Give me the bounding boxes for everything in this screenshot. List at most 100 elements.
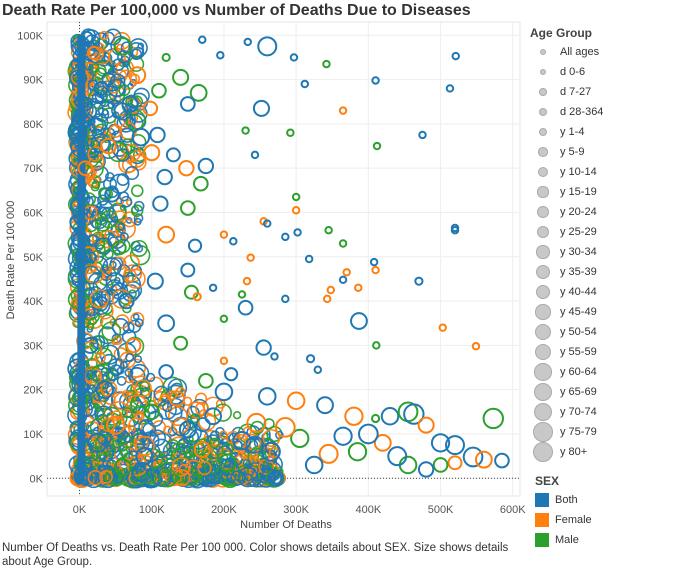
color-legend-item[interactable]: Male (535, 530, 592, 550)
size-legend-item[interactable]: y 1-4 (530, 122, 670, 142)
data-point (358, 423, 379, 445)
dense-point (133, 217, 142, 226)
size-legend-item[interactable]: y 25-29 (530, 222, 670, 242)
dense-point (124, 368, 134, 378)
color-legend-label: Both (555, 494, 578, 506)
data-point (438, 323, 447, 332)
data-point (161, 52, 171, 63)
color-legend-item[interactable]: Female (535, 510, 592, 530)
size-legend-label: y 1-4 (560, 126, 585, 138)
data-point (250, 150, 260, 160)
data-point (274, 416, 296, 438)
dense-point (173, 469, 191, 487)
data-point (387, 446, 408, 467)
dense-point (134, 412, 143, 421)
size-legend-item[interactable]: y 15-19 (530, 182, 670, 202)
dense-point (102, 371, 116, 385)
dense-point (178, 463, 190, 475)
dense-point (134, 379, 152, 398)
dense-point (152, 420, 167, 434)
dense-point (197, 460, 212, 476)
size-legend-item[interactable]: y 65-69 (530, 382, 670, 402)
size-legend-item[interactable]: y 20-24 (530, 202, 670, 222)
size-dot-icon (530, 343, 556, 361)
size-legend-item[interactable]: y 80+ (530, 441, 670, 463)
size-legend-item[interactable]: y 50-54 (530, 322, 670, 342)
dense-point (133, 355, 143, 364)
size-legend-item[interactable]: y 45-49 (530, 302, 670, 322)
size-dot-icon (530, 186, 556, 198)
dense-point (195, 417, 211, 433)
size-legend-label: d 28-364 (560, 106, 604, 118)
size-dot-icon (530, 127, 556, 137)
size-legend-label: y 70-74 (560, 406, 597, 418)
dense-point (237, 466, 258, 488)
size-legend-label: y 25-29 (560, 226, 597, 238)
dense-point (121, 329, 137, 344)
data-point (131, 127, 151, 147)
data-point (100, 137, 117, 155)
size-legend-item[interactable]: y 10-14 (530, 162, 670, 182)
data-point (87, 432, 108, 453)
dense-point (111, 410, 123, 422)
dense-point (90, 133, 111, 153)
color-legend-item[interactable]: Both (535, 490, 592, 510)
data-point (243, 37, 252, 47)
size-legend-item[interactable]: d 28-364 (530, 102, 670, 122)
dense-point (247, 447, 268, 468)
size-legend-label: y 50-54 (560, 326, 597, 338)
dense-point (110, 73, 126, 89)
size-legend-item[interactable]: d 7-27 (530, 82, 670, 102)
dense-point (158, 469, 178, 488)
size-legend-label: y 10-14 (560, 166, 597, 178)
dense-point (261, 467, 277, 482)
dense-point (261, 432, 271, 442)
dense-point (131, 465, 148, 483)
data-point (338, 239, 348, 248)
size-dot-icon (530, 147, 556, 157)
size-dot-icon (530, 49, 556, 55)
size-legend-item[interactable]: y 40-44 (530, 282, 670, 302)
size-dot-icon (530, 88, 556, 96)
size-dot-icon (530, 382, 556, 402)
size-legend-item[interactable]: y 75-79 (530, 422, 670, 442)
dense-point (262, 429, 281, 447)
size-legend-item[interactable]: y 55-59 (530, 342, 670, 362)
size-legend-item[interactable]: y 35-39 (530, 262, 670, 282)
x-tick-label: 0K (73, 504, 87, 516)
data-point (121, 95, 139, 113)
data-point (152, 195, 169, 212)
size-dot-icon (530, 422, 556, 442)
size-legend-label: y 40-44 (560, 286, 597, 298)
data-point (218, 453, 237, 473)
data-point (293, 228, 302, 237)
size-legend-item[interactable]: All ages (530, 42, 670, 62)
size-legend-item[interactable]: y 60-64 (530, 362, 670, 382)
data-point (193, 440, 211, 459)
dense-point (91, 165, 109, 184)
data-point (165, 147, 181, 163)
data-point (242, 276, 252, 286)
y-tick-label: 30K (23, 340, 43, 352)
data-point (291, 206, 301, 215)
size-legend-item[interactable]: d 0-6 (530, 62, 670, 82)
data-point (338, 275, 348, 285)
x-tick-label: 100K (139, 504, 165, 516)
dense-point (93, 403, 101, 411)
data-point (270, 352, 279, 361)
dense-point (186, 405, 200, 420)
data-point (86, 45, 102, 61)
size-legend-item[interactable]: y 30-34 (530, 242, 670, 262)
data-point (214, 382, 234, 402)
size-dot-icon (530, 323, 556, 341)
size-legend-item[interactable]: y 70-74 (530, 402, 670, 422)
data-point (371, 76, 380, 85)
data-point (290, 428, 310, 449)
data-point (105, 415, 126, 435)
dense-point (132, 313, 140, 321)
data-point (192, 292, 202, 302)
dense-point (101, 264, 109, 272)
size-legend-item[interactable]: y 5-9 (530, 142, 670, 162)
dense-point (130, 184, 144, 198)
data-point (74, 248, 92, 265)
